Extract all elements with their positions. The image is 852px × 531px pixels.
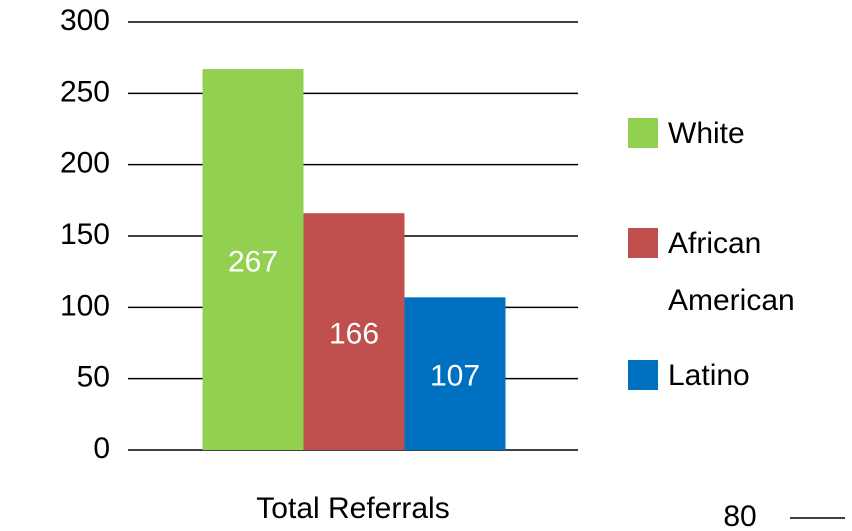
- legend-item: White: [628, 105, 848, 162]
- value-label: 107: [430, 360, 480, 393]
- legend-swatch: [628, 360, 658, 390]
- y-tick-label: 300: [60, 4, 110, 37]
- bar: [303, 213, 405, 450]
- y-tick-label: 100: [60, 289, 110, 322]
- legend-item: Latino: [628, 347, 848, 404]
- bar: [202, 69, 304, 450]
- y-tick-label: 50: [77, 361, 110, 394]
- legend-swatch: [628, 118, 658, 148]
- legend-label: Latino: [668, 359, 750, 392]
- legend-swatch: [628, 228, 658, 258]
- y-tick-label: 250: [60, 75, 110, 108]
- x-tick-label: Total Referrals: [256, 492, 449, 525]
- y-tick-label: 200: [60, 147, 110, 180]
- value-label: 267: [228, 245, 278, 278]
- value-label: 166: [329, 318, 379, 351]
- legend-item: African American: [628, 215, 848, 329]
- legend-label: African American: [668, 227, 795, 317]
- y-tick-label: 150: [60, 218, 110, 251]
- legend-label: White: [668, 117, 745, 150]
- y-tick-label: 0: [93, 432, 110, 465]
- page-number: 80: [723, 500, 756, 531]
- bar: [404, 297, 506, 450]
